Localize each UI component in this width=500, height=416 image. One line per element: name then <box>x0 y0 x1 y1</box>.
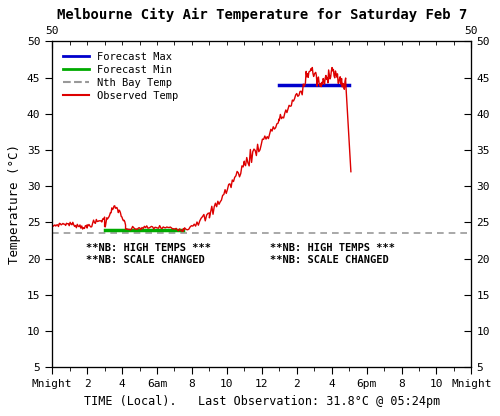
Y-axis label: Temperature (°C): Temperature (°C) <box>8 144 22 264</box>
Title: Melbourne City Air Temperature for Saturday Feb 7: Melbourne City Air Temperature for Satur… <box>56 8 467 22</box>
Text: **NB: HIGH TEMPS ***
**NB: SCALE CHANGED: **NB: HIGH TEMPS *** **NB: SCALE CHANGED <box>86 243 210 265</box>
X-axis label: TIME (Local).   Last Observation: 31.8°C @ 05:24pm: TIME (Local). Last Observation: 31.8°C @… <box>84 395 440 408</box>
Text: **NB: HIGH TEMPS ***
**NB: SCALE CHANGED: **NB: HIGH TEMPS *** **NB: SCALE CHANGED <box>270 243 395 265</box>
Legend: Forecast Max, Forecast Min, Nth Bay Temp, Observed Temp: Forecast Max, Forecast Min, Nth Bay Temp… <box>58 47 184 106</box>
